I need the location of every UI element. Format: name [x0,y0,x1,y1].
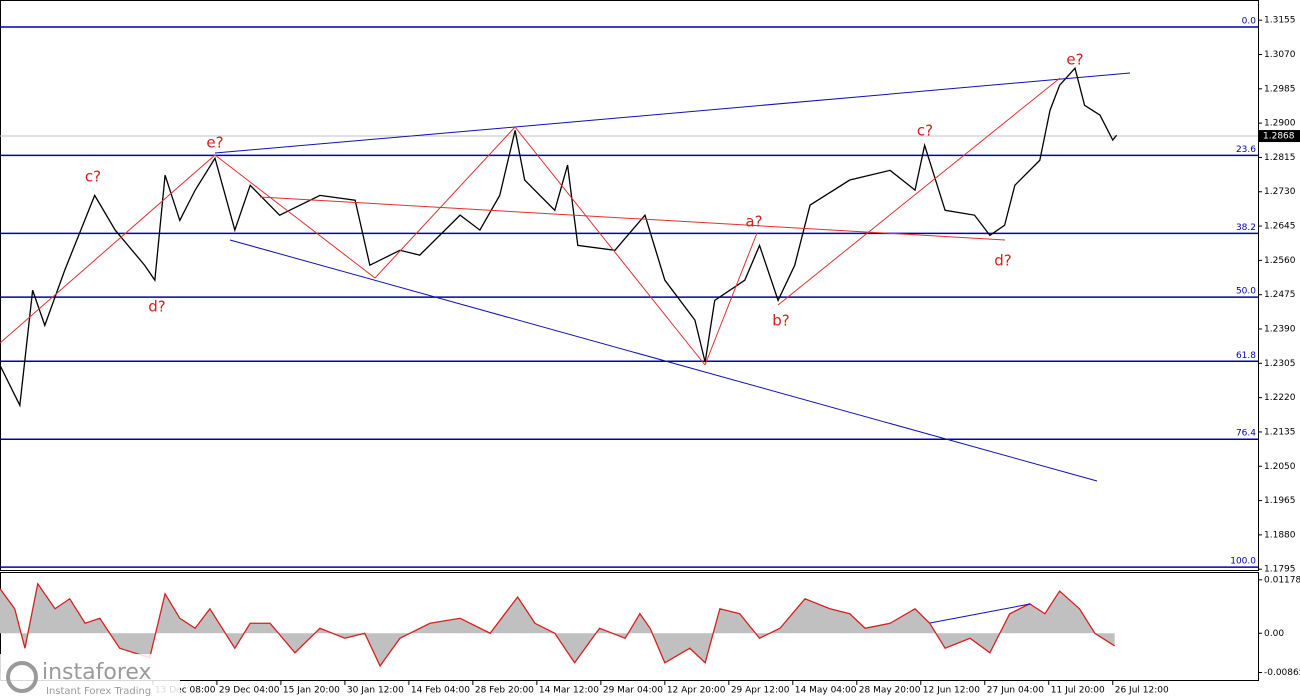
divergence-line [929,603,1031,624]
y-tick-label: 1.3155 [1264,16,1296,26]
x-tick-label: 13 Dec 08:00 [155,686,216,696]
x-tick-label: 12 Jun 12:00 [923,686,980,696]
x-tick-label: 29 Dec 04:00 [219,686,280,696]
current-price-label: 1.2868 [1263,132,1295,142]
trend-line [514,72,1131,128]
oscillator-area [0,583,1115,666]
fib-level-label: 61.8 [1236,351,1256,361]
wave-line [259,196,1006,241]
wave-label: a? [745,213,762,231]
watermark-tagline: Instant Forex Trading [46,686,151,697]
y-tick-label: 1.1795 [1264,565,1296,575]
wave-line [0,154,216,344]
wave-label: c? [917,122,933,140]
y-tick-label: 1.2135 [1264,427,1296,437]
y-tick-label: 1.2475 [1264,290,1296,300]
y-tick-label: 0.00 [1264,629,1284,639]
y-tick-label: 1.1965 [1264,496,1296,506]
x-tick-label: 28 Feb 20:00 [475,686,534,696]
y-tick-label: 1.2985 [1264,84,1296,94]
x-tick-label: 29 Mar 04:00 [603,686,663,696]
trend-line [214,126,516,154]
wave-label: b? [772,312,789,330]
x-tick-label: 30 Jan 12:00 [347,686,404,696]
wave-label: c? [85,168,101,186]
watermark-logo [6,661,38,693]
fib-level-label: 23.6 [1236,145,1256,155]
watermark-brand: instaforex [42,660,152,685]
price-line [0,66,1118,408]
wave-label: d? [994,252,1011,270]
y-tick-label: 1.2050 [1264,462,1296,472]
pane-0: 0.0 23.6 38.2 50.0 61.8 76.4 100.0 [0,17,1258,568]
fib-level-label: 38.2 [1236,223,1256,233]
main-pane-frame [0,0,1259,571]
fib-level-label: 50.0 [1236,287,1256,297]
oscillator-line [0,582,1116,668]
y-tick-label: -0.00865 [1264,668,1300,678]
wave-line [374,126,516,279]
x-tick-label: 14 Feb 04:00 [411,686,470,696]
fib-level-label: 100.0 [1230,557,1256,567]
y-tick-label: 1.2220 [1264,393,1296,403]
y-tick-label: 1.2730 [1264,187,1296,197]
y-tick-label: 1.2645 [1264,222,1296,232]
wave-label: d? [148,298,165,316]
wave-line [704,232,758,366]
x-tick-label: 28 May 20:00 [859,686,921,696]
watermark-bg [0,654,180,700]
fib-level-label: 0.0 [1242,17,1257,27]
wave-drawings [0,72,1131,624]
x-tick-label: 12 Apr 20:00 [667,686,726,696]
trend-line [229,239,1098,482]
y-tick-label: 1.2815 [1264,153,1296,163]
x-tick-label: 15 Jan 20:00 [283,686,340,696]
fib-level-label: 76.4 [1236,429,1256,439]
wave-line [777,77,1061,306]
wave-label: e? [1066,51,1083,69]
y-tick-label: 1.2390 [1264,325,1296,335]
wave-line [514,126,706,366]
wave-label: e? [206,134,223,152]
y-tick-label: 1.2900 [1264,119,1296,129]
wave-line [214,154,376,279]
y-tick-label: 1.1880 [1264,530,1296,540]
x-tick-label: 11 Jul 20:00 [1051,686,1105,696]
y-tick-label: 0.01178 [1264,575,1300,585]
pane-1 [0,582,1116,668]
x-tick-label: 14 Mar 12:00 [539,686,599,696]
x-tick-label: 14 May 04:00 [795,686,857,696]
x-tick-label: 26 Jul 12:00 [1115,686,1169,696]
y-tick-label: 1.3070 [1264,50,1296,60]
y-tick-label: 1.2305 [1264,359,1296,369]
price-tag [1259,130,1300,143]
x-tick-label: 29 Apr 12:00 [731,686,790,696]
x-tick-label: 27 Jun 04:00 [987,686,1044,696]
y-tick-label: 1.2560 [1264,256,1296,266]
